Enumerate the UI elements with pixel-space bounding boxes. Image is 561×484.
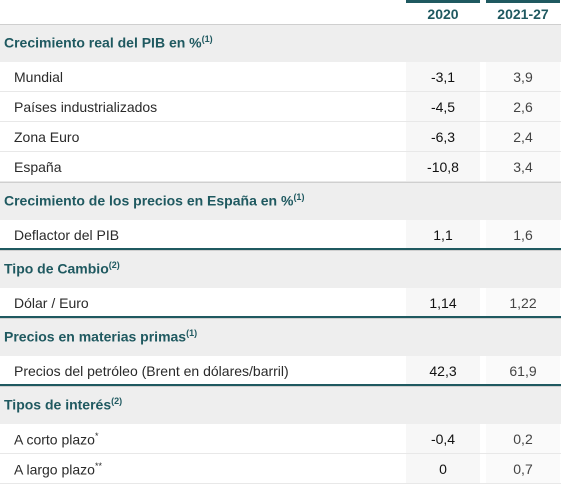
value-2021-27: 0,2 [513, 431, 533, 447]
row-label: Mundial [14, 69, 64, 85]
column-header-2021-27: 2021-27 [486, 0, 560, 22]
value-2020: -4,5 [430, 99, 456, 115]
value-2021-27: 1,6 [513, 227, 533, 243]
row-label: Países industrializados [14, 99, 158, 115]
section-header: Tipos de interés(2) [0, 386, 561, 424]
column-header-2020: 2020 [406, 0, 480, 22]
section-header: Crecimiento de los precios en España en … [0, 182, 561, 220]
row-label: A corto plazo* [14, 431, 99, 448]
section-header: Precios en materias primas(1) [0, 318, 561, 356]
value-2020: 42,3 [429, 363, 457, 379]
section-title: Crecimiento de los precios en España en … [4, 192, 305, 209]
value-2020: -6,3 [430, 129, 456, 145]
section-title: Precios en materias primas(1) [4, 328, 198, 345]
section-title: Tipo de Cambio(2) [4, 260, 120, 277]
value-2020: -10,8 [427, 159, 459, 175]
table-row: A corto plazo* -0,4 0,2 [0, 424, 561, 454]
table-row: España -10,8 3,4 [0, 152, 561, 182]
value-2021-27: 2,6 [513, 99, 533, 115]
table-row: Países industrializados -4,5 2,6 [0, 92, 561, 122]
value-2020: 0 [439, 461, 447, 477]
table-row: Mundial -3,1 3,9 [0, 62, 561, 92]
value-2021-27: 2,4 [513, 129, 533, 145]
value-2020: -3,1 [430, 69, 456, 85]
table-row: Dólar / Euro 1,14 1,22 [0, 288, 561, 318]
value-2020: -0,4 [430, 431, 456, 447]
row-label: Zona Euro [14, 129, 80, 145]
section-header: Crecimiento real del PIB en %(1) [0, 24, 561, 62]
row-label: A largo plazo** [14, 461, 102, 478]
value-2021-27: 61,9 [509, 363, 537, 379]
row-label: Precios del petróleo (Brent en dólares/b… [14, 363, 289, 379]
section-title: Crecimiento real del PIB en %(1) [4, 34, 213, 51]
table-row: Zona Euro -6,3 2,4 [0, 122, 561, 152]
row-label: España [14, 159, 62, 175]
section-header: Tipo de Cambio(2) [0, 250, 561, 288]
section-title: Tipos de interés(2) [4, 396, 123, 413]
row-label: Dólar / Euro [14, 295, 89, 311]
value-2021-27: 3,4 [513, 159, 533, 175]
table-row: A largo plazo** 0 0,7 [0, 454, 561, 484]
table-row: Precios del petróleo (Brent en dólares/b… [0, 356, 561, 386]
table-header: 2020 2021-27 [0, 0, 561, 24]
value-2021-27: 3,9 [513, 69, 533, 85]
value-2020: 1,14 [429, 295, 457, 311]
value-2021-27: 0,7 [513, 461, 533, 477]
value-2020: 1,1 [433, 227, 453, 243]
row-label: Deflactor del PIB [14, 227, 120, 243]
value-2021-27: 1,22 [509, 295, 537, 311]
table-row: Deflactor del PIB 1,1 1,6 [0, 220, 561, 250]
